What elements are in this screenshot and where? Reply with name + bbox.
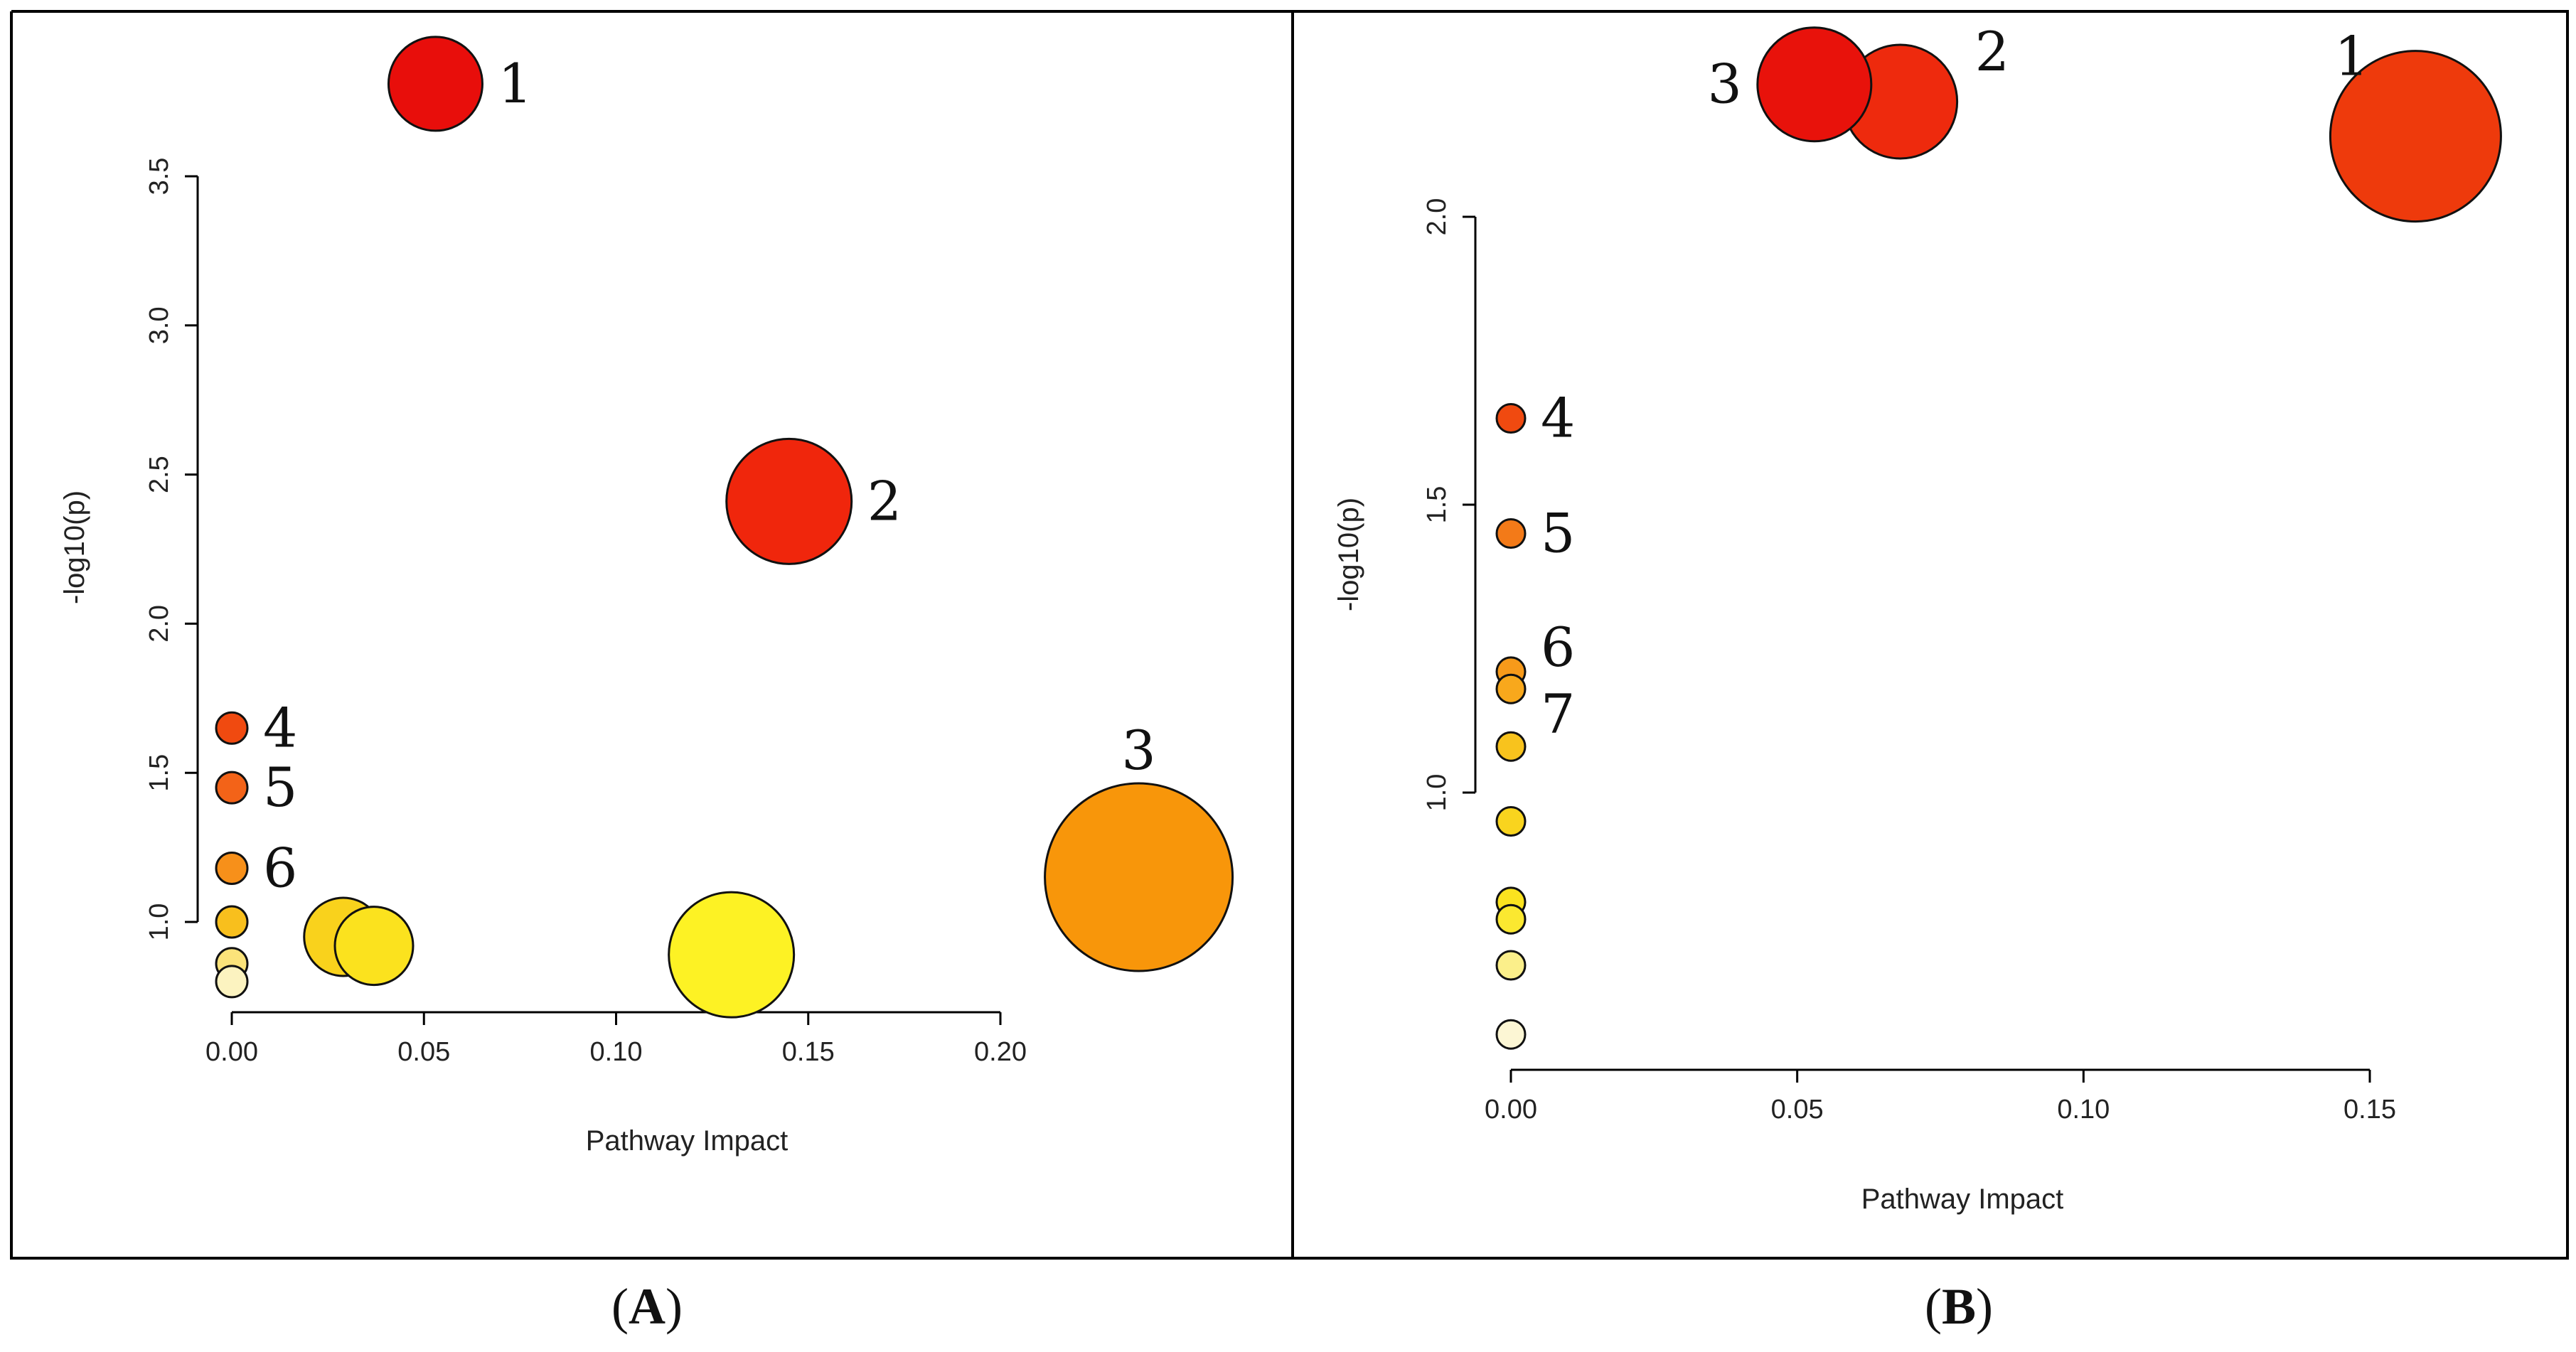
panel-b-point-3: [1756, 26, 1873, 143]
panel-a-x-tick-label-1: 0.05: [397, 1037, 450, 1067]
panel-b-point-u10: [1495, 903, 1527, 935]
panel-b-point-5: [1495, 518, 1527, 549]
panel-b-point-label-3: 3: [1707, 53, 1741, 116]
panel-a-letter: A: [629, 1278, 666, 1335]
panel-a-point-1: [387, 36, 483, 132]
panel-b-point-1: [2329, 50, 2502, 223]
panel-a-y-tick-label-0: 1.0: [144, 903, 174, 941]
panel-a-point-4: [215, 711, 249, 745]
panel-b-x-tick-label-3: 0.15: [2343, 1095, 2396, 1125]
panel-b-point-u11: [1495, 950, 1527, 981]
panel-a-y-tick-label-2: 2.0: [144, 605, 174, 643]
panel-a-y-tick-label-3: 2.5: [144, 456, 174, 493]
panel-b-point-u12: [1495, 1019, 1527, 1050]
panel-a-y-label: -log10(p): [59, 490, 90, 604]
panel-b-point-label-2: 2: [1975, 20, 2009, 83]
panel-a-x-tick-label-0: 0.00: [205, 1037, 258, 1067]
panel-a-point-u11: [668, 891, 796, 1019]
panel-a-x-label: Pathway Impact: [586, 1125, 789, 1157]
panel-a-x-tick-label-3: 0.15: [782, 1037, 835, 1067]
panel-b-x-label: Pathway Impact: [1861, 1184, 2064, 1215]
panel-b-label: (B): [1925, 1278, 1993, 1335]
panel-a-plot: 1.01.52.02.53.03.5 0.00 0.05 0.10 0.15 0.20 …: [59, 36, 1234, 1335]
panel-b-point-label-7: 7: [1541, 682, 1575, 746]
panel-b-point-label-1: 1: [2334, 25, 2368, 88]
panel-b-frame: [1291, 10, 2569, 1260]
panel-b-point-u7: [1495, 731, 1527, 762]
panel-b-point-u8: [1495, 806, 1527, 837]
panel-a-frame: [10, 10, 1293, 1260]
panel-a-y-tick-label-5: 3.5: [144, 158, 174, 195]
panel-a-point-label-6: 6: [263, 836, 297, 899]
panel-a-point-label-2: 2: [867, 469, 902, 532]
panel-b-y-tick-label-0: 1.0: [1422, 774, 1452, 812]
panel-a-y-tick-label-4: 3.0: [144, 306, 174, 344]
panel-b-y-label: -log10(p): [1333, 498, 1364, 611]
panel-a-point-6: [215, 851, 249, 885]
panel-a-point-label-5: 5: [263, 756, 297, 819]
panel-a-point-u10: [333, 906, 415, 987]
panel-b-x-tick-label-0: 0.00: [1485, 1095, 1537, 1125]
panel-a-y-tick-label-1: 1.5: [144, 754, 174, 792]
panel-a-point-u8: [215, 965, 249, 999]
panel-b-point-label-5: 5: [1541, 502, 1575, 565]
panel-a-point-5: [215, 771, 249, 805]
panel-b-x-tick-label-2: 0.10: [2057, 1095, 2110, 1125]
panel-a-point-3: [1044, 782, 1234, 972]
panel-a-label: (A): [611, 1278, 683, 1335]
panel-a-x-tick-label-2: 0.10: [590, 1037, 643, 1067]
panel-b-plot: 1.0 1.5 2.0 0.00 0.05 0.10 0.15 -log10(p) Pat…: [1333, 20, 2502, 1335]
panel-a-point-label-1: 1: [498, 52, 532, 115]
panel-b-point-4: [1495, 403, 1527, 434]
panel-a-point-u6: [215, 905, 249, 939]
panel-a-point-2: [725, 437, 853, 565]
panel-b-x-tick-label-1: 0.05: [1771, 1095, 1824, 1125]
panel-b-point-7: [1495, 673, 1527, 704]
panel-b-letter: B: [1942, 1278, 1976, 1335]
panel-b-point-label-6: 6: [1541, 616, 1575, 679]
panel-b-y-tick-label-2: 2.0: [1422, 198, 1452, 236]
panel-a-point-label-3: 3: [1121, 719, 1155, 782]
panel-b-point-label-4: 4: [1541, 387, 1575, 450]
panel-b-y-tick-label-1: 1.5: [1422, 486, 1452, 524]
panel-a-x-tick-label-4: 0.20: [974, 1037, 1027, 1067]
panel-a-point-label-4: 4: [263, 696, 297, 759]
